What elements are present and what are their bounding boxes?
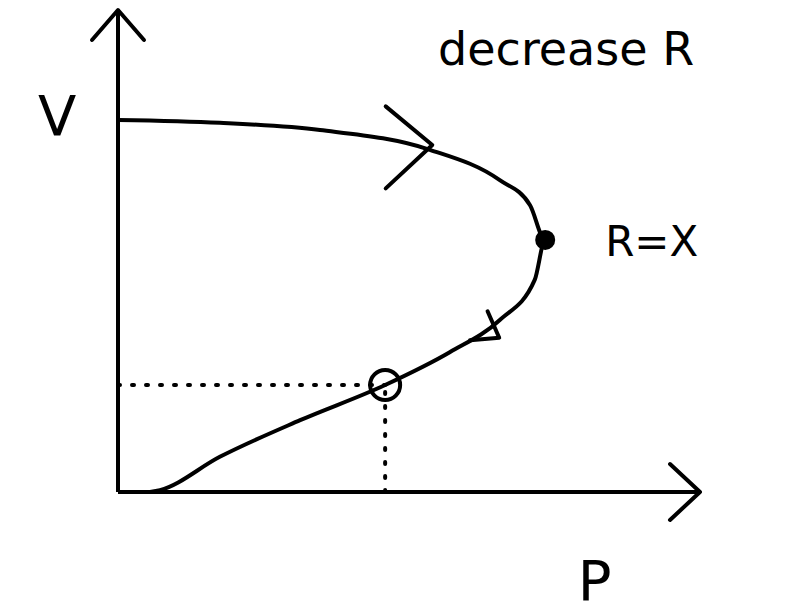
- svg-text:P: P: [578, 548, 612, 613]
- svg-text:R=X: R=X: [605, 217, 698, 266]
- svg-text:V: V: [38, 83, 76, 148]
- svg-text:decrease R: decrease R: [438, 22, 694, 76]
